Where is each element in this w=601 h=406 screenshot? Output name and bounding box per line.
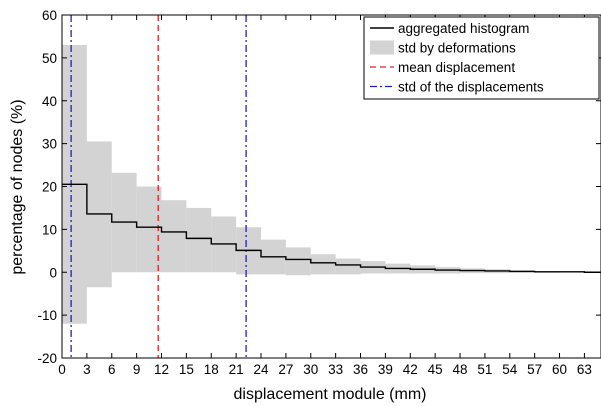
std-band-bar <box>186 207 212 273</box>
x-axis-title: displacement module (mm) <box>234 386 427 403</box>
x-tick-label: 36 <box>353 362 368 377</box>
y-tick-label: -10 <box>37 308 57 323</box>
legend-box <box>363 16 600 100</box>
x-tick-label: 51 <box>477 362 492 377</box>
x-tick-label: 0 <box>58 362 66 377</box>
y-tick-label: 0 <box>49 265 57 280</box>
x-tick-label: 6 <box>108 362 116 377</box>
x-tick-label: 27 <box>278 362 293 377</box>
y-tick-label: -20 <box>37 351 57 366</box>
y-tick-label: 40 <box>42 94 57 109</box>
legend-label: aggregated histogram <box>398 21 529 36</box>
x-tick-label: 57 <box>527 362 542 377</box>
x-tick-label: 39 <box>378 362 393 377</box>
x-tick-label: 24 <box>253 362 269 377</box>
plot-area: 0 3 6 9 12 15 18 21 24 27 30 33 36 39 42 45 48 51 54 57 60 63… <box>37 8 601 377</box>
aggregated-histogram-line <box>62 183 601 273</box>
x-tick-label: 21 <box>229 362 244 377</box>
std-band-bar <box>161 200 187 273</box>
std-band-bar <box>310 254 336 275</box>
x-tick-label: 63 <box>577 362 592 377</box>
x-tick-label: 45 <box>428 362 443 377</box>
x-tick-label: 33 <box>328 362 343 377</box>
x-tick-label: 3 <box>83 362 91 377</box>
legend-label: mean displacement <box>398 60 515 75</box>
std-band-bar <box>136 186 162 273</box>
y-tick-label: 30 <box>42 137 57 152</box>
legend-label: std of the displacements <box>398 80 544 95</box>
legend-label: std by deformations <box>398 41 516 56</box>
x-tick-label: 12 <box>154 362 169 377</box>
legend: aggregated histogram std by deformations m… <box>363 16 600 100</box>
x-tick-label: 15 <box>179 362 194 377</box>
x-tick-label: 18 <box>204 362 219 377</box>
y-tick-label: 60 <box>42 8 57 23</box>
y-tick-label: 50 <box>42 51 57 66</box>
std-band-bar <box>285 247 311 276</box>
y-tick-label: 10 <box>42 222 57 237</box>
legend-swatch-std-band <box>370 40 394 55</box>
x-tick-label: 30 <box>303 362 318 377</box>
y-tick-label: 20 <box>42 180 57 195</box>
x-tick-label: 54 <box>502 362 518 377</box>
x-tick-label: 48 <box>453 362 468 377</box>
std-band-bar <box>335 258 361 275</box>
x-tick-label: 9 <box>133 362 141 377</box>
x-tick-label: 60 <box>552 362 567 377</box>
x-tick-label: 42 <box>403 362 418 377</box>
y-axis-title: percentage of nodes (%) <box>9 99 26 274</box>
